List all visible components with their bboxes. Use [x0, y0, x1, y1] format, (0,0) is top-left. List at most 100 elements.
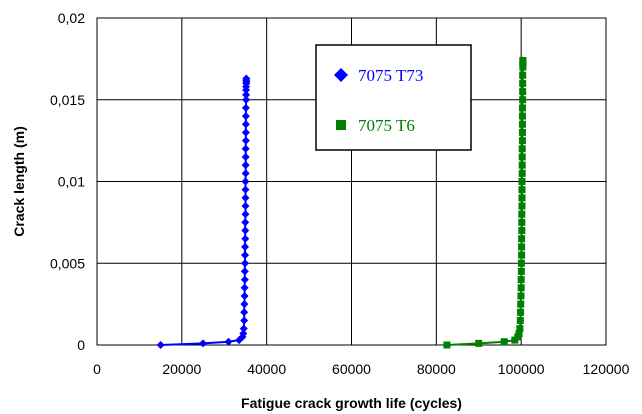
data-point [241, 210, 250, 219]
series-1 [156, 74, 251, 349]
data-point [242, 90, 251, 99]
data-point [518, 169, 526, 177]
data-point [519, 79, 527, 87]
data-point [517, 267, 525, 275]
data-point [518, 218, 526, 226]
data-point [240, 316, 249, 325]
data-point [241, 218, 250, 227]
data-point [518, 210, 526, 218]
data-point [518, 137, 526, 145]
y-axis-title: Crack length (m) [11, 126, 27, 236]
data-point [518, 153, 526, 161]
data-point [240, 308, 249, 317]
legend-label: 7075 T6 [358, 116, 415, 135]
data-point [241, 226, 250, 235]
data-point [241, 193, 250, 202]
data-point [518, 145, 526, 153]
data-point [241, 128, 250, 137]
data-point [240, 275, 249, 284]
y-tick-label: 0,015 [50, 92, 85, 108]
legend-label: 7075 T73 [358, 66, 423, 85]
legend-marker [334, 68, 348, 82]
x-tick-label: 120000 [583, 361, 630, 377]
legend-item: 7075 T6 [336, 116, 415, 135]
data-point [519, 96, 527, 104]
data-point [239, 329, 248, 338]
data-point [241, 136, 250, 145]
x-tick-label: 40000 [247, 361, 286, 377]
data-point [518, 202, 526, 210]
data-point [518, 186, 526, 194]
data-point [475, 339, 483, 347]
series-2 [443, 57, 527, 349]
data-point [517, 284, 525, 292]
data-point [241, 152, 250, 161]
data-point [241, 251, 250, 260]
data-point [241, 161, 250, 170]
x-tick-label: 80000 [417, 361, 456, 377]
data-point [517, 308, 525, 316]
data-point [241, 112, 250, 121]
data-point [516, 316, 524, 324]
data-point [241, 120, 250, 129]
data-point [518, 194, 526, 202]
data-point [156, 341, 165, 349]
data-point [241, 242, 250, 251]
data-point [241, 144, 250, 153]
data-point [241, 169, 250, 178]
data-point [241, 234, 250, 243]
x-tick-label: 60000 [332, 361, 371, 377]
data-point [518, 128, 526, 136]
x-axis-title: Fatigue crack growth life (cycles) [241, 395, 462, 411]
data-point [241, 103, 250, 112]
data-point [518, 112, 526, 120]
data-point [518, 243, 526, 251]
data-point [517, 276, 525, 284]
legend: 7075 T73 7075 T6 [315, 44, 472, 151]
data-point [519, 88, 527, 96]
data-point [518, 251, 526, 259]
y-tick-label: 0 [77, 337, 85, 353]
data-point [242, 95, 251, 104]
data-point [518, 104, 526, 112]
data-point [241, 185, 250, 194]
data-point [516, 325, 524, 333]
data-point [519, 57, 527, 65]
y-tick-label: 0,01 [58, 174, 85, 190]
data-point [500, 338, 508, 346]
data-point [241, 259, 250, 268]
data-point [240, 291, 249, 300]
x-tick-label: 20000 [162, 361, 201, 377]
data-point [241, 202, 250, 211]
data-point [240, 267, 249, 276]
data-point [519, 71, 527, 79]
data-point [239, 324, 248, 333]
data-point [518, 235, 526, 243]
plot-area-frame [96, 17, 607, 346]
data-point [443, 341, 451, 349]
data-point [518, 120, 526, 128]
series-layer [156, 57, 527, 349]
data-point [241, 177, 250, 186]
data-point [517, 292, 525, 300]
data-point [240, 300, 249, 309]
data-point [199, 339, 208, 348]
data-point [242, 74, 251, 83]
data-point [517, 259, 525, 267]
x-tick-label: 0 [93, 361, 101, 377]
data-point [224, 337, 233, 346]
y-tick-label: 0,005 [50, 255, 85, 271]
legend-box [315, 44, 472, 151]
x-tick-label: 100000 [498, 361, 545, 377]
data-point [515, 330, 523, 338]
data-point [518, 227, 526, 235]
data-point [518, 161, 526, 169]
data-point [518, 178, 526, 185]
data-point [240, 283, 249, 292]
x-axis-ticks: 0 20000 40000 60000 80000 100000 120000 [93, 361, 629, 377]
legend-marker [336, 120, 346, 130]
data-point [517, 300, 525, 308]
legend-item: 7075 T73 [334, 66, 423, 85]
y-axis-ticks: 0 0,005 0,01 0,015 0,02 [50, 10, 85, 353]
